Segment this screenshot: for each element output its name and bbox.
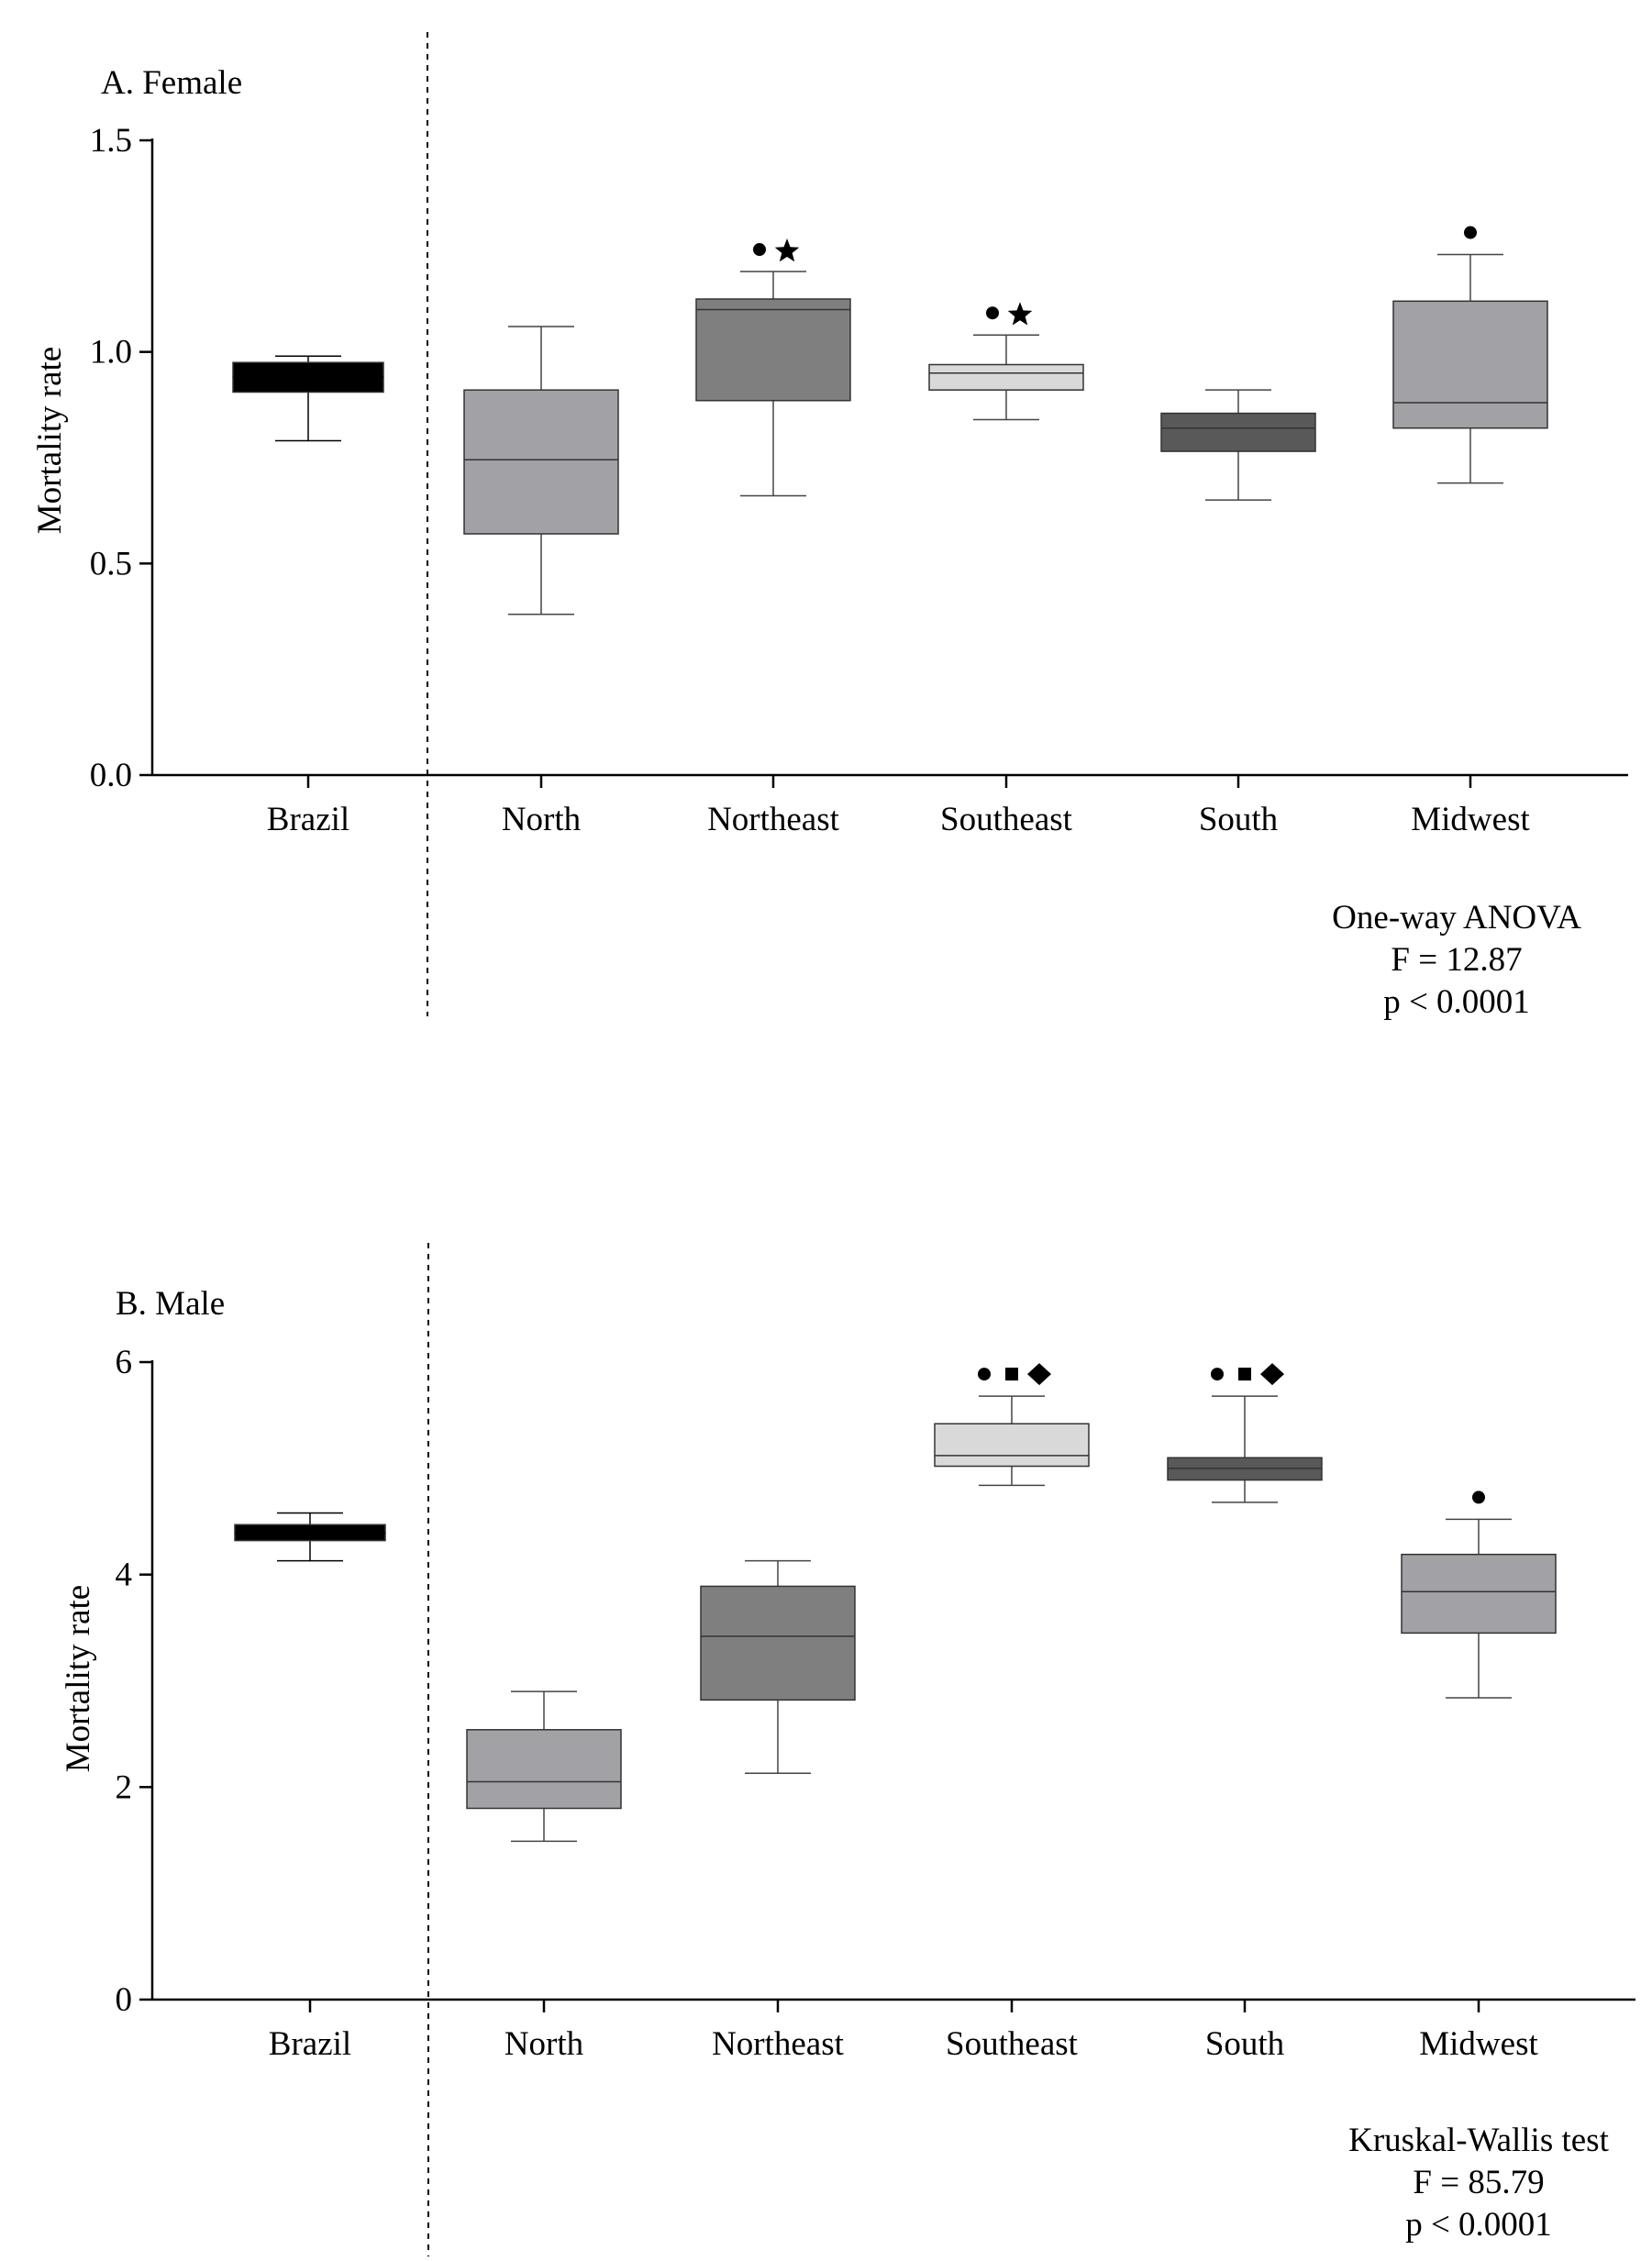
x-tick-label-south: South (1205, 2025, 1285, 2063)
significance-diamond-marker (1027, 1363, 1051, 1386)
box-iqr (1160, 412, 1316, 452)
panel-male: B. Male Mortality rate 0 2 4 6 Brazil North No… (60, 1243, 1635, 2256)
significance-circle-marker (1464, 226, 1477, 239)
significance-star-marker (774, 238, 800, 262)
x-tick-label-midwest: Midwest (1419, 2025, 1538, 2063)
x-tick-label-northeast: Northeast (712, 2025, 845, 2063)
box-southeast (928, 334, 1084, 421)
panel-b-y-axis-label: Mortality rate (60, 1585, 97, 1772)
box-south (1160, 389, 1316, 501)
y-tick-label: 2 (116, 1768, 133, 1806)
box-north (466, 1690, 622, 1843)
x-tick-label-midwest: Midwest (1411, 801, 1530, 838)
panel-b-stat-test: Kruskal-Wallis test (1348, 2122, 1609, 2159)
significance-square-marker (1005, 1368, 1018, 1381)
x-tick-label-brazil: Brazil (269, 2025, 351, 2063)
panel-a-stat-test: One-way ANOVA (1332, 899, 1581, 937)
x-tick-label-southeast: Southeast (940, 801, 1073, 838)
y-tick-label: 0 (116, 1981, 133, 2019)
significance-circle-marker (978, 1368, 991, 1381)
box-north (463, 326, 619, 615)
box-northeast (700, 1559, 856, 1775)
box-midwest (1401, 1518, 1557, 1699)
x-tick-label-north: North (504, 2025, 584, 2063)
significance-circle-marker (1211, 1368, 1224, 1381)
panel-a-y-axis-label: Mortality rate (31, 347, 69, 534)
x-tick-label-southeast: Southeast (946, 2025, 1079, 2063)
significance-circle-marker (986, 306, 999, 320)
box-midwest (1392, 253, 1548, 484)
box-brazil (234, 1512, 386, 1562)
box-iqr (466, 1729, 622, 1810)
panel-female: A. Female Mortality rate 0.0 0.5 1.0 1.5 Bra… (31, 32, 1628, 1021)
box-northeast (695, 271, 851, 497)
y-tick-label: 6 (116, 1344, 133, 1381)
box-iqr (1401, 1553, 1557, 1635)
box-south (1167, 1395, 1323, 1503)
panel-a-stat-p: p < 0.0001 (1383, 983, 1530, 1021)
panel-b-title: B. Male (116, 1285, 225, 1323)
significance-circle-marker (1472, 1491, 1485, 1504)
significance-square-marker (1238, 1368, 1251, 1381)
x-tick-label-brazil: Brazil (267, 801, 349, 838)
y-tick-label: 4 (116, 1557, 133, 1594)
y-tick-label: 1.5 (90, 122, 132, 160)
significance-star-marker (1007, 302, 1033, 326)
box-brazil (232, 355, 384, 442)
x-tick-label-south: South (1199, 801, 1279, 838)
box-iqr (695, 298, 851, 402)
box-southeast (934, 1395, 1090, 1487)
x-tick-label-northeast: Northeast (707, 801, 840, 838)
significance-circle-marker (753, 243, 766, 257)
panel-a-stat-f: F = 12.87 (1391, 941, 1522, 979)
box-iqr (700, 1585, 856, 1701)
box-iqr (1392, 300, 1548, 429)
y-tick-label: 0.0 (90, 757, 132, 794)
y-tick-label: 0.5 (90, 545, 132, 582)
panel-b-stat-p: p < 0.0001 (1405, 2206, 1552, 2244)
box-iqr (463, 389, 619, 535)
significance-diamond-marker (1260, 1363, 1284, 1386)
panel-a-title: A. Female (101, 64, 242, 102)
panel-b-stat-f: F = 85.79 (1413, 2164, 1544, 2201)
x-tick-label-north: North (502, 801, 582, 838)
box-iqr (928, 363, 1084, 391)
box-iqr (934, 1423, 1090, 1468)
y-tick-label: 1.0 (90, 334, 132, 371)
